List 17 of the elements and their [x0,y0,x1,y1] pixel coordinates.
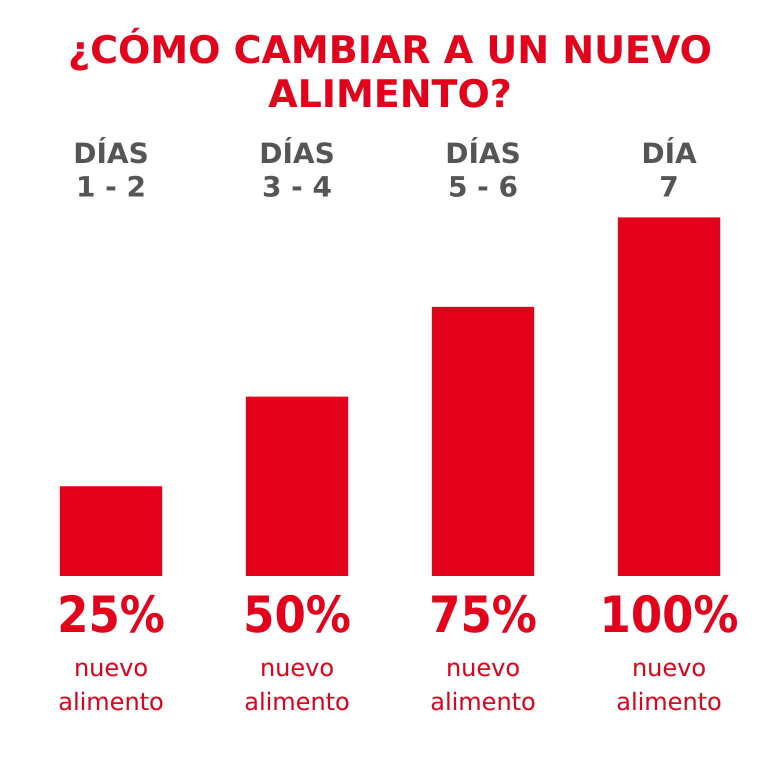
chart-title: ¿CÓMO CAMBIAR A UN NUEVO ALIMENTO? [67,26,713,118]
data-label: 100% [600,586,738,644]
text: nuevo alimento [244,654,350,716]
x-tick-label: DÍAS 5 - 6 [445,137,521,204]
x-tick-label: DÍA 7 [641,137,697,204]
data-label: 25% [57,586,165,644]
bar [432,306,534,576]
x-tick-label: DÍAS 3 - 4 [259,137,335,204]
bar [60,486,162,576]
text: nuevo alimento [616,654,722,716]
text: nuevo alimento [58,654,164,716]
data-label: 50% [243,586,351,644]
text: nuevo alimento [430,654,536,716]
x-tick-label: DÍAS 1 - 2 [73,137,149,204]
data-label: 75% [429,586,537,644]
bar [618,217,720,576]
bar [246,396,348,576]
